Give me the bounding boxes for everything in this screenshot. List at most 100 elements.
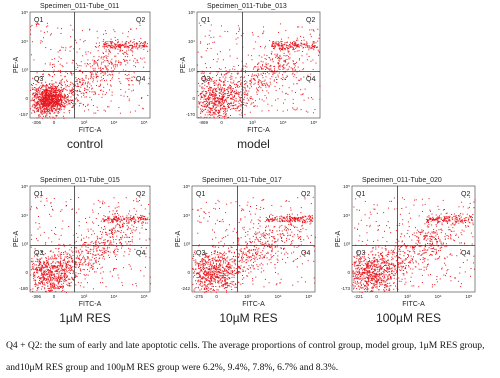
cell-dot xyxy=(201,269,203,271)
cell-dot xyxy=(40,30,42,32)
cell-dot xyxy=(202,102,204,104)
cell-dot xyxy=(202,259,204,261)
cell-dot xyxy=(71,270,73,271)
cell-dot xyxy=(212,261,214,263)
cell-dot xyxy=(125,43,127,45)
cell-dot xyxy=(217,115,219,117)
cell-dot xyxy=(103,86,105,88)
x-tick-label: 0 xyxy=(53,120,56,125)
cell-dot xyxy=(42,111,44,112)
cell-dot xyxy=(42,282,43,284)
cell-dot xyxy=(272,58,273,60)
cell-dot xyxy=(98,85,100,87)
cell-dot xyxy=(274,267,276,269)
cell-dot xyxy=(219,111,221,113)
cell-dot xyxy=(52,117,54,119)
cell-dot xyxy=(212,106,214,107)
cell-dot xyxy=(262,64,263,66)
cell-dot xyxy=(275,55,277,57)
cell-dot xyxy=(260,81,262,83)
cell-dot xyxy=(61,253,62,255)
cell-dot xyxy=(251,32,253,34)
cell-dot xyxy=(71,208,73,210)
cell-dot xyxy=(127,96,129,98)
y-axis-label: PE-A xyxy=(13,57,20,74)
cell-dot xyxy=(319,98,321,100)
cell-dot xyxy=(112,210,114,212)
cell-dot xyxy=(58,272,60,274)
cell-dot xyxy=(210,276,212,278)
cell-dot xyxy=(43,262,45,264)
cell-dot xyxy=(303,68,305,70)
cell-dot xyxy=(208,273,210,275)
cell-dot xyxy=(227,95,229,96)
cell-dot xyxy=(140,204,142,206)
cell-dot xyxy=(123,255,125,257)
cell-dot xyxy=(122,69,124,71)
cell-dot xyxy=(112,220,114,222)
cell-dot xyxy=(192,268,194,270)
cell-dot xyxy=(317,40,319,42)
cell-dot xyxy=(292,98,294,100)
cell-dot xyxy=(52,258,54,260)
cell-dot xyxy=(39,226,41,228)
cell-dot xyxy=(117,212,118,214)
cell-dot xyxy=(225,98,227,100)
cell-dot xyxy=(46,274,48,276)
cell-dot xyxy=(61,104,63,106)
cell-dot xyxy=(48,281,50,283)
cell-dot xyxy=(214,99,216,101)
cell-dot xyxy=(297,26,298,28)
cell-dot xyxy=(273,48,275,50)
cell-dot xyxy=(43,89,45,91)
cell-dot xyxy=(228,91,229,93)
cell-dot xyxy=(146,219,148,221)
cell-dot xyxy=(51,208,53,210)
cell-dot xyxy=(117,39,119,40)
cell-dot xyxy=(211,254,213,256)
cell-dot xyxy=(202,83,204,84)
cell-dot xyxy=(131,90,133,92)
cell-dot xyxy=(47,261,49,263)
cell-dot xyxy=(211,79,213,81)
cell-dot xyxy=(270,68,272,70)
cell-dot xyxy=(101,61,103,63)
cell-dot xyxy=(105,231,107,233)
cell-dot xyxy=(211,282,213,284)
cell-dot xyxy=(285,46,287,48)
cell-dot xyxy=(238,102,240,104)
cell-dot xyxy=(215,271,217,273)
cell-dot xyxy=(203,270,205,272)
cell-dot xyxy=(115,225,117,227)
cell-dot xyxy=(219,265,221,267)
cell-dot xyxy=(119,216,121,218)
cell-dot xyxy=(76,264,78,266)
cell-dot xyxy=(213,111,215,113)
cell-dot xyxy=(56,102,58,104)
cell-dot xyxy=(52,98,54,100)
cell-dot xyxy=(60,102,62,104)
cell-dot xyxy=(65,201,67,203)
cell-dot xyxy=(195,280,197,282)
quadrant-label: Q1 xyxy=(34,191,43,198)
cell-dot xyxy=(47,87,49,89)
cell-dot xyxy=(88,264,90,266)
cell-dot xyxy=(53,108,55,110)
cell-dot xyxy=(319,34,321,36)
cell-dot xyxy=(195,273,197,275)
cell-dot xyxy=(44,98,46,99)
cell-dot xyxy=(111,78,113,80)
cell-dot xyxy=(215,107,217,108)
cell-dot xyxy=(253,48,255,50)
cell-dot xyxy=(220,103,222,105)
cell-dot xyxy=(57,265,59,267)
cell-dot xyxy=(78,265,80,267)
cell-dot xyxy=(302,93,303,95)
cell-dot xyxy=(60,86,62,88)
cell-dot xyxy=(204,277,206,279)
cell-dot xyxy=(272,45,274,47)
cell-dot xyxy=(50,94,52,96)
cell-dot xyxy=(114,36,116,38)
cell-dot xyxy=(44,91,45,93)
cell-dot xyxy=(265,86,267,88)
